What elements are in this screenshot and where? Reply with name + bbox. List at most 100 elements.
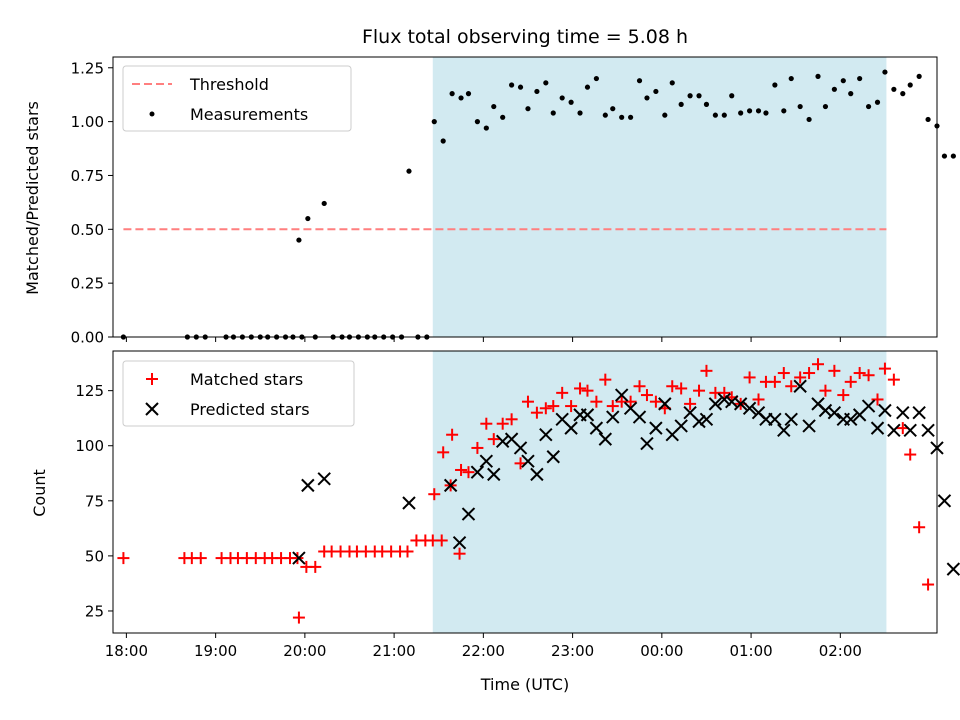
bot-xtick-label: 22:00: [462, 642, 505, 660]
matched-star-point: [633, 380, 646, 393]
matched-star-point: [505, 413, 518, 426]
top-ytick-label: 0.75: [71, 167, 104, 185]
measurement-point: [628, 114, 634, 120]
measurement-point: [781, 108, 787, 114]
predicted-star-point: [878, 403, 892, 418]
legend-measurements-swatch: [149, 111, 155, 117]
measurement-point: [815, 73, 821, 79]
predicted-star-point: [861, 399, 876, 413]
bottom-ylabel: Count: [30, 469, 49, 517]
legend-measurements-label: Measurements: [190, 105, 308, 124]
bot-plot-frame: [112, 350, 938, 634]
measurement-point: [559, 95, 565, 101]
predicted-star-point: [699, 412, 714, 427]
top-legend: Threshold Measurements: [122, 65, 352, 132]
predicted-star-point: [589, 421, 604, 435]
predicted-star-point: [937, 494, 952, 508]
measurement-point: [525, 106, 531, 112]
legend-matched-label: Matched stars: [190, 370, 303, 389]
predicted-star-point: [539, 428, 553, 442]
matched-star-point: [675, 382, 688, 395]
measurement-point: [602, 112, 608, 118]
measurement-point: [636, 78, 643, 84]
matched-star-point: [590, 395, 603, 408]
predicted-star-point: [580, 408, 595, 422]
matched-star-point: [480, 417, 493, 430]
matched-star-point: [768, 375, 781, 388]
matched-star-point: [565, 400, 578, 413]
matched-star-point: [700, 364, 713, 377]
measurement-point: [406, 168, 412, 174]
predicted-star-point: [598, 432, 613, 446]
measurement-point: [831, 86, 837, 92]
matched-star-point: [684, 397, 697, 410]
predicted-star-point: [674, 419, 688, 433]
top-ylabel: Matched/Predicted stars: [23, 101, 42, 295]
bottom-legend-box: [122, 360, 355, 427]
measurement-point: [788, 75, 794, 82]
predicted-star-point: [461, 507, 476, 521]
matched-star-point: [547, 400, 560, 413]
legend-predicted-label: Predicted stars: [190, 400, 310, 419]
bottom-legend: Matched stars Predicted stars: [122, 360, 355, 427]
predicted-star-point: [777, 423, 791, 438]
measurement-point: [584, 84, 591, 90]
predicted-star-point: [470, 465, 485, 479]
bot-xtick-label: 21:00: [372, 642, 415, 660]
predicted-star-point: [632, 410, 647, 424]
measurement-point: [577, 110, 583, 116]
chart-title: Flux total observing time = 5.08 h: [362, 26, 688, 48]
measurement-point: [669, 80, 675, 86]
measurement-point: [458, 95, 464, 101]
measurement-point: [296, 237, 302, 243]
predicted-star-point: [640, 436, 654, 451]
predicted-star-point: [487, 467, 501, 482]
bot-ytick-label: 50: [85, 547, 104, 565]
predicted-star-point: [912, 405, 926, 420]
bot-xtick-label: 01:00: [729, 642, 772, 660]
bot-xtick-label: 18:00: [105, 642, 148, 660]
measurement-point: [568, 99, 574, 105]
measurement-point: [900, 91, 906, 97]
predicted-star-point: [896, 405, 910, 420]
matched-star-point: [752, 393, 765, 406]
matched-star-point: [437, 446, 450, 459]
measurement-point: [882, 69, 888, 75]
matched-star-point: [922, 578, 935, 591]
matched-star-point: [794, 371, 807, 384]
predicted-star-point: [692, 414, 706, 429]
measurement-point: [797, 103, 803, 110]
matched-star-point: [530, 406, 543, 419]
matched-star-point: [904, 448, 917, 461]
measurement-point: [474, 119, 481, 125]
predicted-star-point: [946, 562, 960, 576]
predicted-star-point: [513, 441, 528, 455]
matched-star-point: [693, 384, 706, 397]
predicted-star-point: [530, 467, 544, 482]
measurement-point: [729, 93, 735, 99]
predicted-star-point: [802, 419, 816, 433]
measurement-point: [712, 112, 718, 118]
predicted-star-point: [793, 379, 807, 393]
matched-star-point: [785, 380, 798, 393]
bot-xtick-label: 23:00: [551, 642, 594, 660]
predicted-star-point: [564, 421, 578, 435]
measurement-point: [772, 82, 778, 88]
measurement-point: [593, 75, 599, 82]
bot-xtick-label: 19:00: [194, 642, 237, 660]
matched-star-point: [819, 384, 832, 397]
measurement-point: [500, 114, 506, 120]
matched-star-point: [887, 373, 900, 386]
matched-star-point: [718, 386, 731, 399]
top-plot-frame: [112, 56, 938, 338]
measurement-point: [840, 78, 846, 84]
top-ytick-label: 1.25: [71, 59, 104, 77]
measurement-point: [483, 125, 489, 131]
measurement-point: [534, 88, 540, 95]
predicted-star-point: [443, 478, 458, 493]
measurement-point: [916, 73, 922, 79]
bot-shaded-region: [432, 351, 887, 633]
predicted-star-point: [317, 472, 331, 486]
measurement-point: [907, 82, 913, 88]
